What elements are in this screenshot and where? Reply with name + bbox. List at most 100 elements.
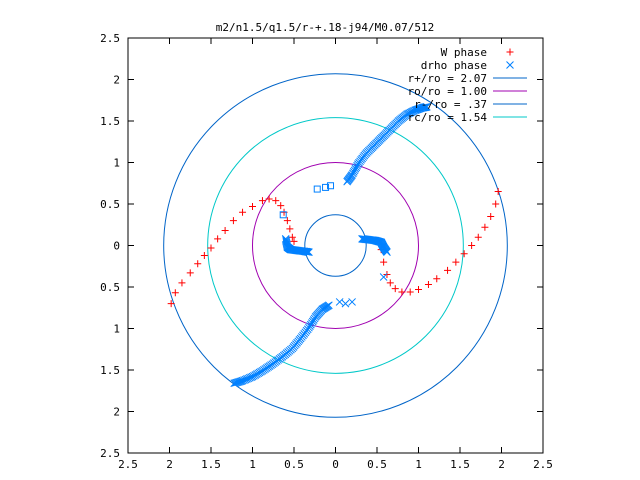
x-tick-label-10: 2.5 — [533, 458, 553, 471]
w-phase-point-0-6-glyph — [207, 244, 215, 252]
w-phase-point-0-22-glyph — [380, 258, 388, 266]
w-phase-point-0-23-glyph — [383, 271, 391, 279]
w-phase-point-0-32 — [452, 258, 460, 266]
w-phase-point-0-10 — [239, 208, 247, 216]
w-phase-point-2-1-glyph — [322, 183, 330, 191]
w-phase-point-0-12 — [258, 197, 266, 205]
w-phase-point-0-13-glyph — [265, 195, 273, 203]
w-phase-point-0-38 — [492, 200, 500, 208]
w-phase-point-0-6 — [207, 244, 215, 252]
w-phase-point-0-39 — [494, 188, 502, 196]
w-phase-point-0-2-glyph — [178, 279, 186, 287]
w-phase-point-0-31 — [444, 266, 452, 274]
drho-phase-isolated-0-glyph — [335, 298, 344, 306]
y-tick-label-6: 0.5 — [100, 281, 120, 294]
w-phase-point-0-39-glyph — [494, 188, 502, 196]
w-phase-point-0-35 — [474, 233, 482, 241]
circle-2 — [304, 214, 367, 277]
drho-phase-isolated-2-glyph — [348, 298, 356, 306]
x-tick-label-1: 2 — [166, 458, 173, 471]
x-tick-label-3: 1 — [249, 458, 256, 471]
drho-phase-point-0-end — [422, 103, 431, 111]
w-phase-point-0-12-glyph — [258, 197, 266, 205]
w-phase-point-0-7-glyph — [214, 235, 222, 243]
drho-phase-point-3-end — [383, 248, 391, 256]
drho-phase-isolated-2 — [348, 298, 356, 306]
w-phase-point-0-4-glyph — [194, 260, 202, 268]
drho-phase-isolated-1 — [341, 299, 350, 308]
w-phase-point-2-2 — [327, 182, 335, 190]
w-phase-point-0-27 — [406, 288, 414, 296]
y-tick-label-10: 2.5 — [100, 447, 120, 460]
drho-phase-isolated-3-glyph — [379, 273, 388, 281]
circle-0 — [163, 73, 508, 418]
w-phase-point-0-36-glyph — [481, 223, 489, 231]
y-tick-label-3: 1 — [113, 157, 120, 170]
legend-label-2: r+/ro = 2.07 — [408, 72, 487, 85]
w-phase-point-0-9 — [229, 217, 237, 225]
w-phase-point-2-0-glyph — [313, 185, 321, 193]
legend-label-3: ro/ro = 1.00 — [408, 85, 487, 98]
x-tick-label-4: 0.5 — [284, 458, 304, 471]
w-phase-point-0-24 — [386, 279, 394, 287]
w-phase-point-0-28 — [415, 285, 422, 293]
w-phase-point-0-30 — [433, 275, 441, 283]
w-phase-point-0-2 — [178, 279, 186, 287]
legend-marker-0 — [506, 48, 514, 56]
w-phase-point-0-9-glyph — [229, 217, 237, 225]
w-phase-point-0-5 — [200, 251, 208, 259]
legend-label-5: rc/ro = 1.54 — [408, 111, 488, 124]
legend-marker-0-glyph — [506, 48, 514, 56]
w-phase-point-0-34-glyph — [468, 242, 476, 249]
axis-ticks: 2.5 2 1.5 1 0.5 0 0.5 1 1.5 2 2.52.521.510.500.511… — [100, 32, 553, 471]
w-phase-point-2-2-glyph — [327, 182, 335, 190]
w-phase-point-0-32-glyph — [452, 258, 460, 266]
plot-marks — [163, 73, 508, 418]
w-phase-point-0-29 — [424, 281, 432, 289]
w-phase-point-0-8 — [221, 227, 229, 235]
w-phase-point-0-26-glyph — [398, 288, 406, 296]
w-phase-point-0-15 — [277, 202, 285, 210]
drho-phase-point-1-end-glyph — [325, 301, 333, 310]
w-phase-point-0-1 — [171, 289, 179, 297]
legend-marker-1 — [506, 61, 514, 69]
x-tick-label-9: 2 — [498, 458, 505, 471]
drho-phase-point-2-end — [305, 248, 313, 256]
drho-phase-isolated-3 — [379, 273, 388, 281]
w-phase-point-0-17-glyph — [283, 217, 291, 225]
y-tick-label-5: 0 — [113, 240, 120, 253]
drho-phase-point-1-0-6 — [237, 377, 246, 385]
w-phase-point-0-13 — [265, 195, 273, 203]
y-tick-label-0: 2.5 — [100, 32, 120, 45]
w-phase-point-0-26 — [398, 288, 406, 296]
w-phase-point-0-3-glyph — [186, 269, 194, 277]
w-phase-point-0-23 — [383, 271, 391, 279]
w-phase-point-0-33-glyph — [460, 250, 468, 258]
w-phase-point-0-11-glyph — [249, 202, 256, 210]
w-phase-point-2-3 — [279, 211, 287, 219]
drho-phase-point-3-end-glyph — [383, 248, 391, 256]
x-tick-label-5: 0 — [332, 458, 339, 471]
w-phase-point-0-3 — [186, 269, 194, 277]
w-phase-point-0-34 — [468, 242, 476, 249]
w-phase-point-0-11 — [249, 202, 256, 210]
w-phase-point-0-24-glyph — [386, 279, 394, 287]
x-tick-label-6: 0.5 — [367, 458, 387, 471]
drho-phase-isolated-0 — [335, 298, 344, 306]
w-phase-point-0-5-glyph — [200, 251, 208, 259]
w-phase-point-2-3-glyph — [279, 211, 287, 219]
drho-phase-point-2-end-glyph — [305, 248, 313, 256]
legend-label-4: r-/ro = .37 — [414, 98, 487, 111]
w-phase-point-0-7 — [214, 235, 222, 243]
w-phase-point-0-1-glyph — [171, 289, 179, 297]
w-phase-point-0-30-glyph — [433, 275, 441, 283]
w-phase-point-0-38-glyph — [492, 200, 500, 208]
w-phase-point-0-37-glyph — [487, 212, 495, 220]
w-phase-point-0-10-glyph — [239, 208, 247, 216]
w-phase-point-0-0 — [167, 300, 175, 308]
w-phase-point-0-28-glyph — [415, 285, 422, 293]
w-phase-point-0-27-glyph — [406, 288, 414, 296]
